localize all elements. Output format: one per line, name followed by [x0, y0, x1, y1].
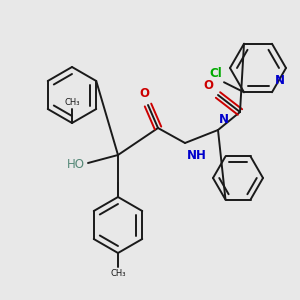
Text: HO: HO	[67, 158, 85, 172]
Text: N: N	[275, 74, 285, 87]
Text: O: O	[139, 87, 149, 100]
Text: O: O	[203, 79, 213, 92]
Text: CH₃: CH₃	[110, 269, 126, 278]
Text: Cl: Cl	[209, 67, 222, 80]
Text: N: N	[219, 113, 229, 126]
Text: CH₃: CH₃	[64, 98, 80, 107]
Text: NH: NH	[187, 149, 207, 162]
